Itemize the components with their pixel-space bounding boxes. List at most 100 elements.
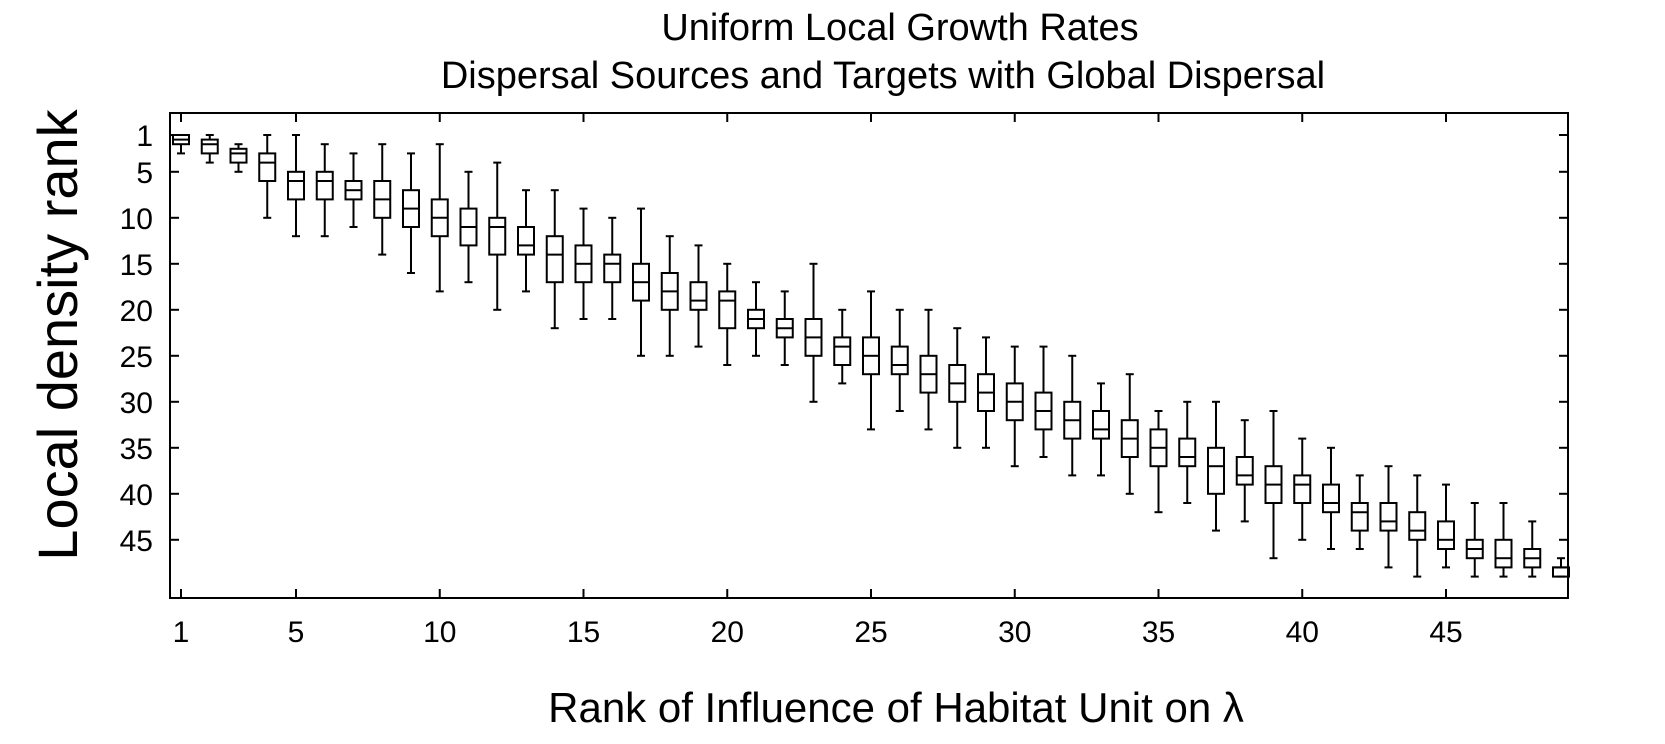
box-item xyxy=(229,143,248,173)
x-tick-label: 5 xyxy=(288,616,305,649)
box-iqr xyxy=(1350,502,1369,532)
x-tick-label: 10 xyxy=(423,616,456,649)
x-tick-label: 15 xyxy=(567,616,600,649)
box-item xyxy=(430,143,449,293)
box-iqr xyxy=(287,170,305,201)
box-item xyxy=(919,308,938,431)
box-iqr xyxy=(833,336,852,366)
x-tick-label: 45 xyxy=(1429,616,1462,649)
box-item xyxy=(660,235,679,357)
y-tick-label: 45 xyxy=(120,525,153,558)
box-item xyxy=(1350,474,1369,550)
box-item xyxy=(488,161,507,311)
y-axis-label: Local density rank xyxy=(26,108,89,560)
x-tick-label: 40 xyxy=(1286,616,1319,649)
box-iqr xyxy=(200,138,219,155)
box-item xyxy=(603,216,622,320)
box-item xyxy=(1552,557,1570,578)
box-item xyxy=(172,134,190,155)
box-item xyxy=(1149,410,1168,514)
box-item xyxy=(1034,345,1053,458)
box-iqr xyxy=(1494,538,1513,569)
box-item xyxy=(1379,465,1398,569)
box-iqr xyxy=(890,345,909,376)
box-iqr xyxy=(1437,520,1455,551)
box-item xyxy=(890,308,909,412)
box-item xyxy=(287,134,305,238)
box-item xyxy=(1494,502,1513,578)
x-axis-label: Rank of Influence of Habitat Unit on λ xyxy=(548,684,1244,731)
y-tick-label: 20 xyxy=(120,295,153,328)
box-item xyxy=(517,189,535,293)
x-tick-label: 30 xyxy=(998,616,1031,649)
y-tick-label: 30 xyxy=(120,387,153,420)
y-tick-label: 10 xyxy=(120,203,153,236)
box-iqr xyxy=(229,147,248,164)
y-tick-label: 25 xyxy=(120,341,153,374)
box-iqr xyxy=(1379,502,1398,532)
box-item xyxy=(200,134,219,164)
box-item xyxy=(1235,419,1254,523)
box-iqr xyxy=(1235,456,1254,486)
box-item xyxy=(258,134,277,219)
box-item xyxy=(1264,410,1283,560)
box-item xyxy=(1465,502,1484,578)
box-item xyxy=(977,336,995,449)
y-tick-label: 35 xyxy=(120,433,153,466)
box-item xyxy=(1005,345,1024,468)
box-iqr xyxy=(1293,474,1312,504)
box-iqr xyxy=(689,281,708,311)
box-iqr xyxy=(1207,446,1225,495)
box-item xyxy=(775,290,794,366)
box-item xyxy=(1207,400,1225,532)
box-item xyxy=(747,281,765,357)
box-item xyxy=(1120,373,1139,495)
box-series xyxy=(172,134,1570,578)
box-iqr xyxy=(488,216,507,256)
box-item xyxy=(315,143,334,238)
box-iqr xyxy=(517,226,535,256)
box-iqr xyxy=(1322,483,1340,514)
box-item xyxy=(1523,520,1542,578)
box-item xyxy=(373,143,392,256)
box-item xyxy=(1322,446,1340,550)
x-tick-label: 20 xyxy=(711,616,744,649)
box-item xyxy=(344,152,363,228)
box-item xyxy=(718,262,737,366)
box-iqr xyxy=(1408,511,1427,541)
box-iqr xyxy=(1552,566,1570,578)
box-iqr xyxy=(603,253,622,284)
box-item xyxy=(1293,437,1312,541)
box-iqr xyxy=(545,235,564,284)
box-item xyxy=(402,152,420,274)
box-item xyxy=(833,308,852,385)
box-iqr xyxy=(258,152,277,182)
box-item xyxy=(948,327,967,449)
box-item xyxy=(1178,400,1197,504)
box-item xyxy=(545,189,564,330)
box-item xyxy=(804,262,823,403)
box-item xyxy=(632,207,650,357)
box-item xyxy=(1437,483,1455,569)
box-item xyxy=(1063,354,1082,477)
y-tick-label: 40 xyxy=(120,479,153,512)
box-item xyxy=(574,207,593,320)
box-iqr xyxy=(1092,410,1110,440)
y-tick-label: 1 xyxy=(136,120,153,153)
box-item xyxy=(459,170,478,284)
box-item xyxy=(1092,382,1110,477)
chart-title: Uniform Local Growth Rates xyxy=(661,7,1138,49)
box-item xyxy=(862,290,880,431)
box-iqr xyxy=(1178,437,1197,468)
box-item xyxy=(689,244,708,348)
x-tick-label: 1 xyxy=(173,616,190,649)
x-tick-label: 25 xyxy=(854,616,887,649)
x-tick-label: 35 xyxy=(1142,616,1175,649)
box-item xyxy=(1408,474,1427,578)
y-tick-label: 15 xyxy=(120,249,153,282)
box-iqr xyxy=(315,170,334,201)
chart-subtitle: Dispersal Sources and Targets with Globa… xyxy=(441,55,1325,97)
box-iqr xyxy=(718,290,737,330)
